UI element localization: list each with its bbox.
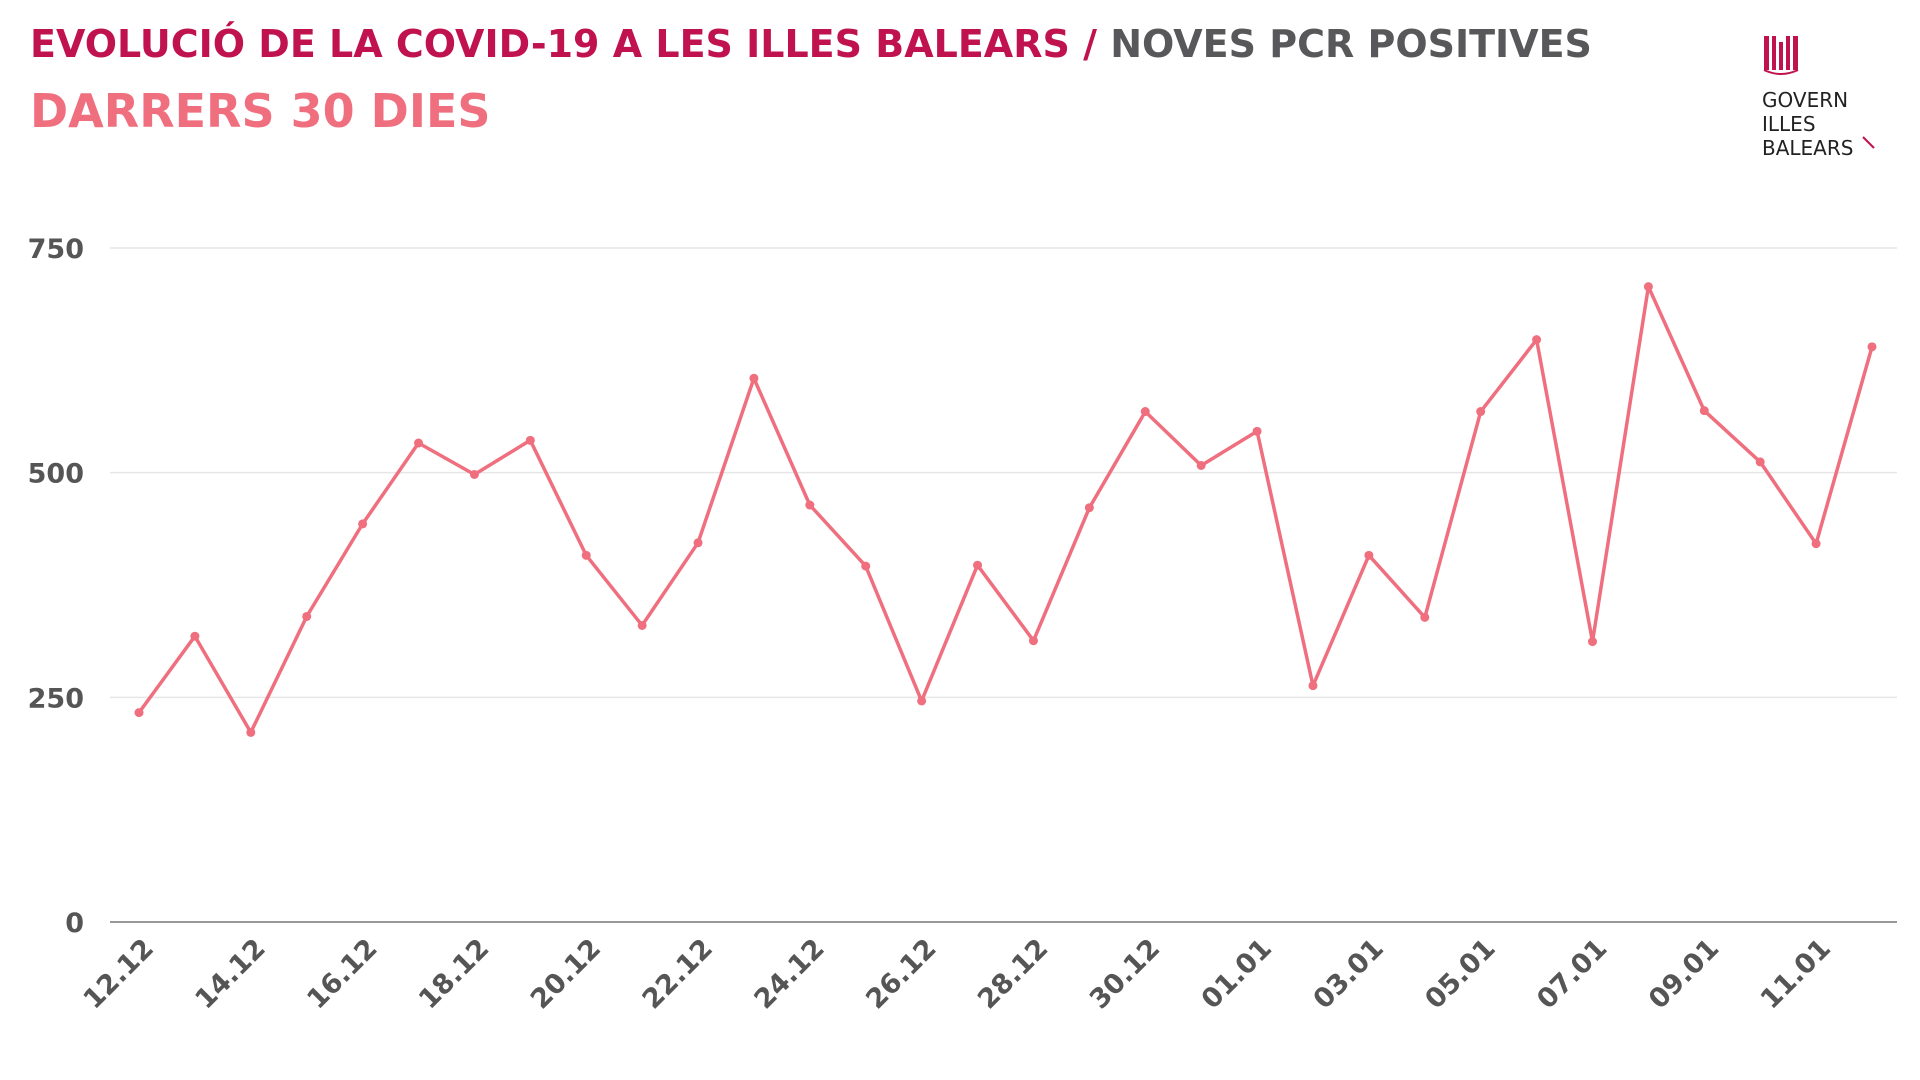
data-point [693, 538, 703, 548]
data-point [1364, 550, 1374, 560]
x-tick-label: 24.12 [748, 933, 830, 1015]
data-point [190, 631, 200, 641]
data-point [1308, 681, 1318, 691]
x-tick-label: 12.12 [78, 933, 160, 1015]
data-point [1587, 637, 1597, 647]
data-point [1755, 457, 1765, 467]
y-tick-label: 0 [65, 908, 84, 939]
x-tick-labels: 12.12 14.12 16.12 18.12 20.12 22.12 24.12 26.12… [78, 933, 1837, 1015]
chart-title-separator: / [1083, 22, 1097, 66]
x-tick-label: 14.12 [189, 933, 271, 1015]
data-point [1643, 282, 1653, 292]
data-point [1084, 503, 1094, 513]
x-tick-label: 16.12 [301, 933, 383, 1015]
x-tick-label: 22.12 [637, 933, 719, 1015]
series-line [137, 284, 1874, 735]
chart-title: EVOLUCIÓ DE LA COVID-19 A LES ILLES BALE… [30, 22, 1592, 66]
data-point [917, 696, 927, 706]
x-tick-label: 28.12 [972, 933, 1054, 1015]
chart-title-secondary: NOVES PCR POSITIVES [1110, 22, 1592, 66]
x-tick-label: 18.12 [413, 933, 495, 1015]
y-tick-label: 750 [28, 234, 84, 265]
data-point [805, 500, 815, 510]
y-tick-label: 500 [28, 459, 84, 490]
data-point [1532, 335, 1542, 345]
logo-text: GOVERN ILLES BALEARS [1762, 88, 1853, 160]
data-point [414, 438, 424, 448]
data-point [134, 708, 144, 718]
x-tick-label: 03.01 [1308, 933, 1390, 1015]
data-point [525, 435, 535, 445]
data-point [1420, 612, 1430, 622]
govern-illes-balears-logo: GOVERN ILLES BALEARS [1762, 32, 1882, 162]
x-tick-label: 01.01 [1196, 933, 1278, 1015]
x-tick-label: 07.01 [1531, 933, 1613, 1015]
data-point [637, 620, 647, 630]
data-series [134, 282, 1877, 737]
data-point [1699, 406, 1709, 416]
data-point [246, 727, 256, 737]
balearic-flag-emblem-icon [1763, 36, 1799, 75]
data-point [973, 560, 983, 570]
data-point [1252, 426, 1262, 436]
logo-text-line-1: GOVERN [1762, 88, 1849, 112]
data-point [358, 519, 368, 529]
y-tick-label: 250 [28, 683, 84, 714]
data-point [469, 469, 479, 479]
data-point [302, 611, 312, 621]
data-point [1196, 460, 1206, 470]
chart-subtitle: DARRERS 30 DIES [30, 84, 491, 138]
x-tick-label: 05.01 [1419, 933, 1501, 1015]
data-point [861, 561, 871, 571]
x-tick-label: 20.12 [525, 933, 607, 1015]
x-tick-label: 26.12 [860, 933, 942, 1015]
logo-text-line-2: ILLES [1762, 112, 1816, 136]
data-point [1867, 342, 1877, 352]
x-tick-label: 30.12 [1084, 933, 1166, 1015]
logo-text-line-3: BALEARS [1762, 136, 1854, 160]
data-point [1811, 539, 1821, 549]
data-point [581, 550, 591, 560]
data-point [1140, 407, 1150, 417]
y-tick-labels: 0 250 500 750 [28, 234, 84, 939]
data-point [1028, 636, 1038, 646]
x-tick-label: 11.01 [1755, 933, 1837, 1015]
logo-slash-mark [1862, 136, 1875, 149]
x-tick-label: 09.01 [1643, 933, 1725, 1015]
data-point [749, 373, 759, 383]
grid-lines [110, 247, 1897, 699]
chart-title-main: EVOLUCIÓ DE LA COVID-19 A LES ILLES BALE… [30, 22, 1070, 66]
data-point [1476, 407, 1486, 417]
